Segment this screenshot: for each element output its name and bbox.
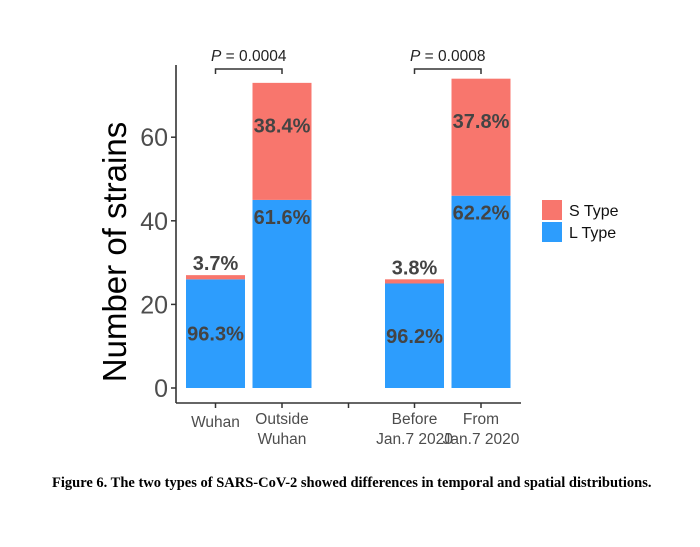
- bar-s-type: [186, 275, 245, 280]
- bars-layer: [186, 78, 511, 388]
- stacked-bar-chart: 96.3% 3.7% 61.6% 38.4% 96.2% 3.8% 62.2% 37.8% 0…: [96, 48, 619, 448]
- data-label-s-type: 3.7%: [193, 253, 239, 275]
- legend: S Type L Type: [542, 200, 619, 242]
- significance-bracket: [214, 68, 283, 74]
- x-ticks-layer: Wuhan Outside Wuhan Before Jan.7 2020 From Jan…: [191, 403, 520, 448]
- x-tick-label: Wuhan: [191, 414, 240, 431]
- bar-l-type: [186, 279, 245, 388]
- data-label-s-type: 37.8%: [453, 111, 510, 133]
- data-label-s-type: 3.8%: [392, 257, 438, 279]
- legend-swatch: [542, 222, 562, 242]
- x-tick-label: From: [463, 411, 499, 428]
- y-ticks-layer: 0 20 40 60: [140, 124, 176, 403]
- data-label-s-type: 38.4%: [254, 115, 311, 137]
- bar-l-type: [385, 283, 444, 388]
- y-tick-label: 0: [154, 375, 168, 403]
- x-tick-label: Outside: [255, 411, 308, 428]
- figure-caption: Figure 6. The two types of SARS-CoV-2 sh…: [52, 475, 652, 491]
- data-label-l-type: 62.2%: [453, 203, 510, 225]
- y-tick-label: 20: [140, 291, 168, 319]
- y-tick-label: 40: [140, 208, 168, 236]
- x-tick-label: Jan.7 2020: [443, 431, 520, 448]
- data-label-l-type: 96.2%: [386, 326, 443, 348]
- bar-s-type: [252, 82, 312, 200]
- p-value-label: P = 0.0004: [211, 48, 287, 65]
- y-axis-title: Number of strains: [96, 122, 133, 382]
- x-tick-label: Wuhan: [258, 431, 307, 448]
- p-value-label: P = 0.0008: [410, 48, 485, 65]
- x-tick-label: Before: [392, 411, 438, 428]
- data-label-l-type: 96.3%: [187, 324, 244, 346]
- bar-l-type: [451, 195, 511, 388]
- data-label-l-type: 61.6%: [254, 207, 311, 229]
- annotations-layer: P = 0.0004 P = 0.0008: [211, 48, 485, 74]
- bar-l-type: [252, 199, 312, 388]
- significance-bracket: [413, 68, 482, 74]
- legend-label: L Type: [569, 225, 616, 242]
- bar-s-type: [385, 279, 444, 284]
- y-tick-label: 60: [140, 124, 168, 152]
- legend-swatch: [542, 200, 562, 220]
- x-tick-label: Jan.7 2020: [376, 431, 453, 448]
- bar-labels-layer: 96.3% 3.7% 61.6% 38.4% 96.2% 3.8% 62.2% 37.8%: [187, 111, 509, 348]
- legend-label: S Type: [569, 203, 619, 220]
- bar-s-type: [451, 78, 511, 196]
